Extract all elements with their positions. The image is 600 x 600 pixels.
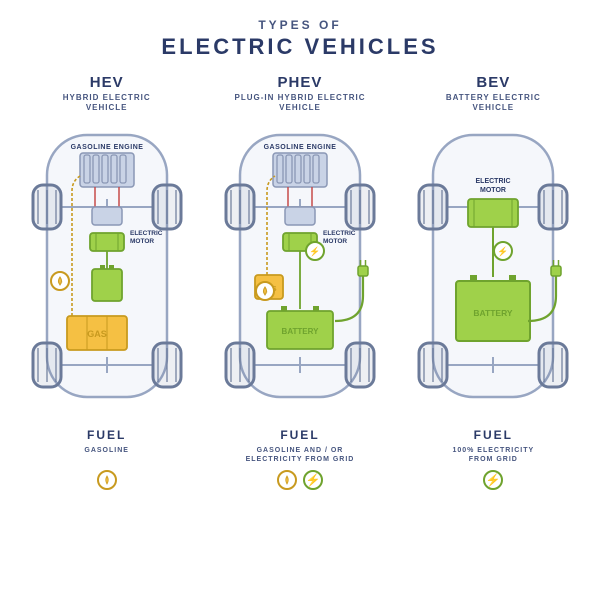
svg-text:BATTERY: BATTERY: [474, 308, 514, 318]
vehicle-abbr: PHEV: [205, 74, 395, 91]
fuel-sub: 100% ELECTRICITYFROM GRID: [398, 446, 588, 464]
svg-text:GASOLINE ENGINE: GASOLINE ENGINE: [70, 144, 143, 151]
fuel-sub: GASOLINE: [12, 446, 202, 464]
fuel-icons: [12, 470, 202, 490]
fuel-heading: FUEL: [12, 428, 202, 442]
page-title: ELECTRIC VEHICLES: [10, 34, 590, 60]
svg-text:ELECTRIC: ELECTRIC: [476, 178, 511, 185]
fuel-icons: ⚡: [205, 470, 395, 490]
fuel-heading: FUEL: [205, 428, 395, 442]
vehicle-hev: HEV HYBRID ELECTRICVEHICLE GASOLINE EN: [12, 74, 202, 490]
vehicle-full: PLUG-IN HYBRID ELECTRICVEHICLE: [205, 93, 395, 113]
svg-text:⚡: ⚡: [309, 246, 320, 258]
svg-text:MOTOR: MOTOR: [130, 238, 154, 245]
elec-fuel-icon: ⚡: [303, 470, 323, 490]
vehicle-full: BATTERY ELECTRICVEHICLE: [398, 93, 588, 113]
svg-text:MOTOR: MOTOR: [323, 238, 347, 245]
fuel-sub: GASOLINE AND / ORELECTRICITY FROM GRID: [205, 446, 395, 464]
elec-fuel-icon: ⚡: [483, 470, 503, 490]
svg-text:⚡: ⚡: [498, 246, 509, 258]
overline: TYPES OF: [10, 18, 590, 32]
vehicle-abbr: HEV: [12, 74, 202, 91]
fuel-icons: ⚡: [398, 470, 588, 490]
vehicle-bev: BEV BATTERY ELECTRICVEHICLE: [398, 74, 588, 490]
fuel-heading: FUEL: [398, 428, 588, 442]
svg-text:MOTOR: MOTOR: [480, 187, 506, 194]
gas-fuel-icon: [277, 470, 297, 490]
svg-text:GASOLINE ENGINE: GASOLINE ENGINE: [264, 144, 337, 151]
gas-fuel-icon: [97, 470, 117, 490]
vehicles-row: HEV HYBRID ELECTRICVEHICLE GASOLINE EN: [10, 74, 590, 490]
vehicle-full: HYBRID ELECTRICVEHICLE: [12, 93, 202, 113]
svg-text:GAS: GAS: [87, 329, 107, 339]
svg-text:BATTERY: BATTERY: [282, 327, 320, 336]
svg-text:ELECTRIC: ELECTRIC: [323, 230, 356, 237]
vehicle-phev: PHEV PLUG-IN HYBRID ELECTRICVEHICLE GA: [205, 74, 395, 490]
svg-text:ELECTRIC: ELECTRIC: [130, 230, 163, 237]
vehicle-abbr: BEV: [398, 74, 588, 91]
